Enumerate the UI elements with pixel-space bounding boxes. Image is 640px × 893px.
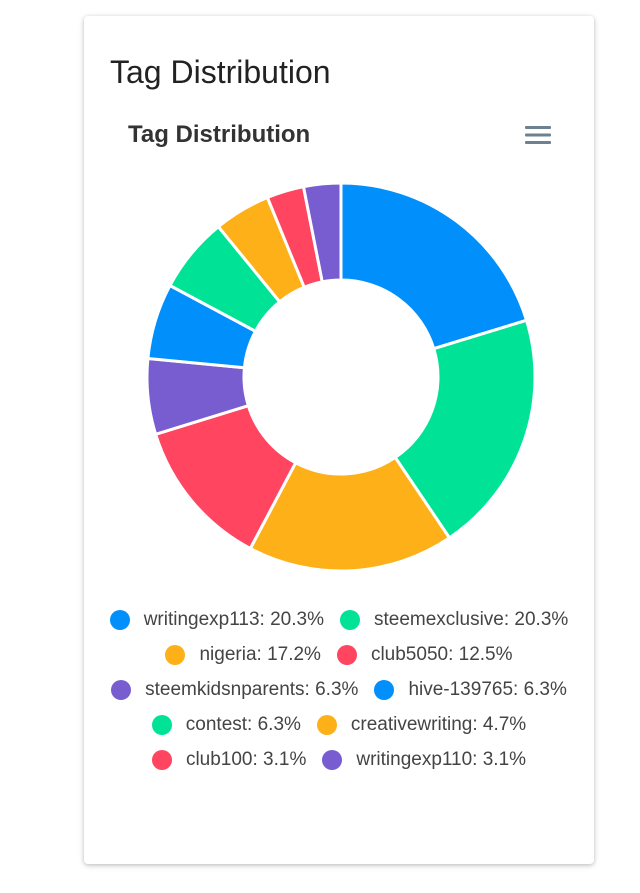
chart-legend: writingexp113: 20.3% steemexclusive: 20.3… (84, 602, 594, 838)
legend-label: contest: 6.3% (185, 713, 301, 735)
legend-marker (339, 609, 360, 630)
legend-marker (336, 644, 357, 665)
legend-item-contest[interactable]: contest: 6.3% (151, 707, 301, 742)
legend-label: writingexp110: 3.1% (356, 748, 527, 770)
legend-item-hive-139765[interactable]: hive-139765: 6.3% (374, 672, 567, 707)
slice-nigeria[interactable] (248, 455, 452, 573)
legend-marker (109, 609, 130, 630)
legend-marker (151, 714, 172, 735)
chart-card: Tag Distribution Tag Distribution writin… (84, 16, 594, 864)
legend-label: steemexclusive: 20.3% (373, 608, 569, 630)
slice-writingexp110[interactable] (301, 181, 343, 284)
legend-item-creativewriting[interactable]: creativewriting: 4.7% (316, 707, 527, 742)
legend-marker (165, 644, 186, 665)
legend-label: nigeria: 17.2% (199, 643, 321, 665)
legend-marker (111, 679, 132, 700)
legend-item-club5050[interactable]: club5050: 12.5% (336, 637, 513, 672)
legend-item-writingexp113[interactable]: writingexp113: 20.3% (109, 602, 324, 637)
slice-writingexp113[interactable] (339, 181, 529, 351)
legend-marker (322, 749, 343, 770)
legend-item-steemexclusive[interactable]: steemexclusive: 20.3% (339, 602, 569, 637)
legend-marker (151, 749, 172, 770)
legend-item-club100[interactable]: club100: 3.1% (151, 742, 307, 777)
chart-title: Tag Distribution (128, 121, 311, 148)
legend-label: hive-139765: 6.3% (408, 678, 567, 700)
legend-label: creativewriting: 4.7% (350, 713, 527, 735)
legend-marker (374, 679, 395, 700)
card-title: Tag Distribution (110, 54, 331, 90)
legend-label: writingexp113: 20.3% (143, 608, 324, 630)
hamburger-menu-icon (525, 126, 551, 144)
legend-marker (316, 714, 337, 735)
legend-item-nigeria[interactable]: nigeria: 17.2% (165, 637, 321, 672)
legend-label: club100: 3.1% (185, 748, 307, 770)
legend-label: steemkidsnparents: 6.3% (145, 678, 359, 700)
slice-steemexclusive[interactable] (393, 318, 537, 540)
chart-menu-button[interactable] (520, 120, 556, 150)
legend-label: club5050: 12.5% (370, 643, 513, 665)
legend-item-writingexp110[interactable]: writingexp110: 3.1% (322, 742, 526, 777)
donut-chart (145, 181, 537, 573)
legend-item-steemkidsnparents[interactable]: steemkidsnparents: 6.3% (111, 672, 358, 707)
